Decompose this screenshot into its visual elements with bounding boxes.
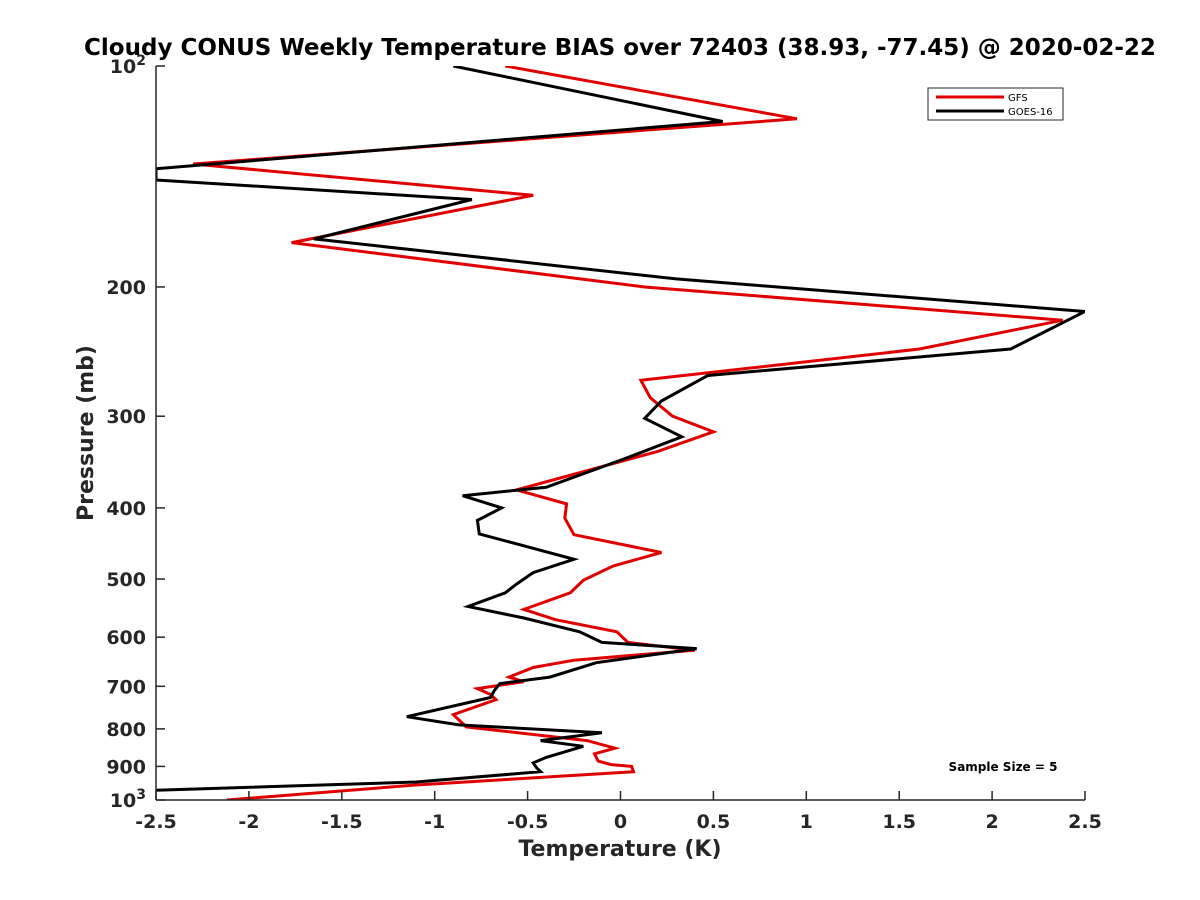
x-tick-label: -1 — [424, 811, 445, 833]
x-tick-label: 1.5 — [882, 811, 916, 833]
legend-label-2: GOES-16 — [1008, 107, 1053, 118]
x-tick-label: 0 — [614, 811, 627, 833]
x-tick-label: 2.5 — [1068, 811, 1102, 833]
x-tick-label: -2 — [238, 811, 259, 833]
series-line-1 — [193, 66, 1063, 800]
legend-label-1: GFS — [1008, 93, 1028, 104]
legend-box — [927, 87, 1064, 121]
y-tick-label: 200 — [106, 277, 146, 299]
x-tick-label: 0.5 — [697, 811, 731, 833]
y-tick-label: 103 — [110, 787, 146, 812]
y-axis-label: Pressure (mb) — [74, 345, 99, 521]
y-tick-label: 700 — [106, 676, 146, 698]
x-axis-label: Temperature (K) — [518, 837, 721, 862]
axes-layer: -2.5 -2 -1.5 -1 -0.5 0 0.5 1 1.5 2 2.5 102 200 300 400… — [106, 53, 1102, 833]
x-tick-label: 2 — [985, 811, 998, 833]
y-tick-label: 300 — [106, 406, 146, 428]
y-tick-label: 800 — [106, 719, 146, 741]
y-tick-label: 102 — [110, 53, 146, 78]
y-tick-label: 600 — [106, 627, 146, 649]
x-tick-label: 1 — [800, 811, 813, 833]
sample-size-annotation: Sample Size = 5 — [949, 760, 1058, 774]
y-tick-label: 400 — [106, 498, 146, 520]
x-tick-label: -2.5 — [135, 811, 177, 833]
y-tick-label: 900 — [106, 756, 146, 778]
series-layer — [156, 66, 1085, 800]
x-tick-label: -1.5 — [321, 811, 363, 833]
legend: GFS GOES-16 — [927, 87, 1064, 121]
x-tick-label: -0.5 — [507, 811, 549, 833]
chart-title: Cloudy CONUS Weekly Temperature BIAS ove… — [84, 35, 1156, 61]
series-line-2 — [156, 66, 1085, 792]
y-tick-label: 500 — [106, 569, 146, 591]
